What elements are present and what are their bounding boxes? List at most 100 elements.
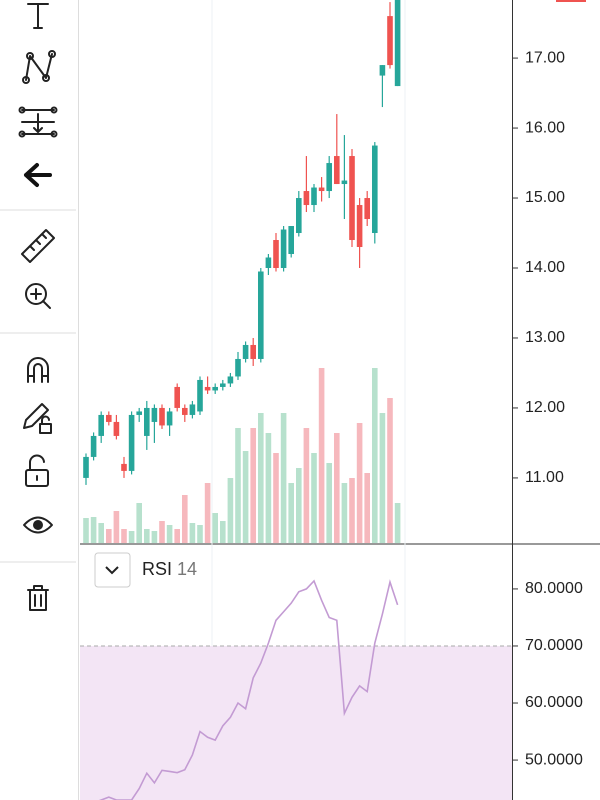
candle-body (242, 344, 249, 359)
candle-body (296, 198, 302, 234)
collapse-button[interactable] (94, 552, 131, 588)
rsi-line (98, 579, 399, 800)
candle-body (258, 271, 264, 359)
volume-bar (349, 478, 355, 543)
volume-bar (235, 428, 241, 543)
visibility-tool[interactable] (23, 516, 53, 534)
indicator-legend: RSI 14 (142, 559, 197, 579)
candle-body (174, 386, 180, 408)
y-tick-label: 12.00 (525, 399, 565, 416)
candle-body (235, 358, 241, 377)
candle-body (189, 404, 196, 415)
volume-bar (258, 413, 264, 543)
pattern-tool[interactable] (22, 50, 56, 84)
candle-body (136, 411, 142, 415)
toolbar (0, 0, 79, 800)
volume-bar (341, 483, 348, 543)
candle-body (280, 229, 287, 269)
back-arrow[interactable] (24, 163, 52, 187)
axes: 11.00 12.00 13.00 14.00 15.00 16.00 17.00 50.00… (512, 49, 583, 768)
ruler-tool[interactable] (21, 229, 55, 263)
volume-bar (273, 453, 279, 543)
volume-bar (394, 503, 401, 543)
candle-body (128, 414, 135, 471)
price-label-edge (556, 0, 586, 2)
magnet-tool[interactable] (27, 357, 49, 383)
volume-bar (113, 511, 120, 543)
y-tick-label: 60.0000 (525, 694, 583, 711)
unlock-tool[interactable] (25, 454, 49, 487)
volume-bar (182, 495, 188, 543)
volume-bar (326, 463, 332, 543)
candle-body (364, 198, 370, 220)
candle-body (98, 414, 104, 436)
y-tick-label: 11.00 (525, 469, 564, 486)
candle-body (273, 240, 279, 269)
rsi-band (80, 645, 512, 800)
y-tick-label: 70.0000 (525, 637, 583, 654)
zoom-tool[interactable] (25, 283, 51, 309)
volume-bar (372, 368, 378, 543)
volume-bar (265, 433, 272, 543)
volume-bar (136, 503, 142, 543)
candle-body (318, 187, 325, 192)
candle-body (144, 407, 150, 436)
candle-body (106, 414, 112, 422)
candle-body (356, 205, 363, 248)
candle-body (311, 187, 317, 206)
volume-bar (364, 473, 370, 543)
volume-bar (128, 531, 135, 543)
candle-body (265, 257, 272, 269)
y-tick-label: 14.00 (525, 259, 565, 276)
volume-bar (288, 483, 294, 543)
indicator-name: RSI (142, 559, 172, 579)
indicator-period: 14 (177, 559, 197, 579)
volume-bar (151, 531, 158, 543)
volume-bar (189, 523, 196, 543)
delete-tool[interactable] (27, 585, 49, 611)
volume-bar (220, 521, 226, 543)
volume-bar (296, 468, 302, 543)
volume-bar (212, 513, 218, 543)
candle-body (113, 421, 120, 436)
candle-body (288, 226, 294, 255)
candle-body (394, 0, 401, 87)
candle-body (349, 156, 355, 241)
volume-bar (250, 428, 256, 543)
candle-body (90, 435, 97, 457)
y-tick-label: 80.0000 (525, 580, 583, 597)
candle-body (334, 156, 340, 185)
candle-body (227, 376, 234, 384)
volume-bar (197, 525, 203, 543)
candle-body (341, 180, 348, 185)
volume-bar (311, 453, 317, 543)
volume-bar (106, 529, 112, 543)
candle-body (303, 191, 310, 206)
candle-body (197, 379, 203, 412)
candle-body (83, 456, 89, 478)
text-tool[interactable] (27, 3, 49, 29)
lock-drawing-tool[interactable] (23, 403, 52, 434)
candle-body (250, 344, 256, 359)
volume-bar (144, 529, 150, 543)
volume-bar (379, 413, 386, 543)
volume-bar (121, 529, 127, 543)
fib-tool[interactable] (18, 106, 58, 138)
volume-bar (303, 428, 310, 543)
y-tick-label: 17.00 (525, 49, 565, 66)
y-tick-label: 16.00 (525, 119, 565, 136)
candle-body (182, 407, 188, 415)
volume-bar (174, 529, 180, 543)
y-tick-label: 13.00 (525, 329, 565, 346)
candle-body (387, 16, 393, 66)
y-tick-label: 50.0000 (525, 751, 583, 768)
volume-bar (227, 478, 234, 543)
volume-bar (387, 398, 393, 543)
candle-body (204, 386, 211, 391)
candle-body (166, 411, 173, 426)
volume-bar (90, 517, 97, 543)
volume-bar (159, 521, 165, 543)
volume-bar (204, 483, 211, 543)
price-pane (83, 0, 401, 543)
